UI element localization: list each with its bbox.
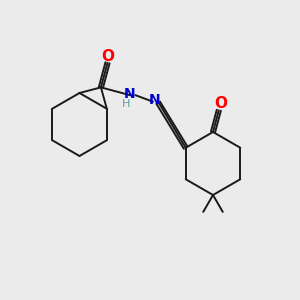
Text: N: N <box>124 87 136 100</box>
Text: O: O <box>214 96 227 111</box>
Text: O: O <box>101 49 114 64</box>
Text: H: H <box>122 98 130 109</box>
Text: N: N <box>149 93 161 107</box>
